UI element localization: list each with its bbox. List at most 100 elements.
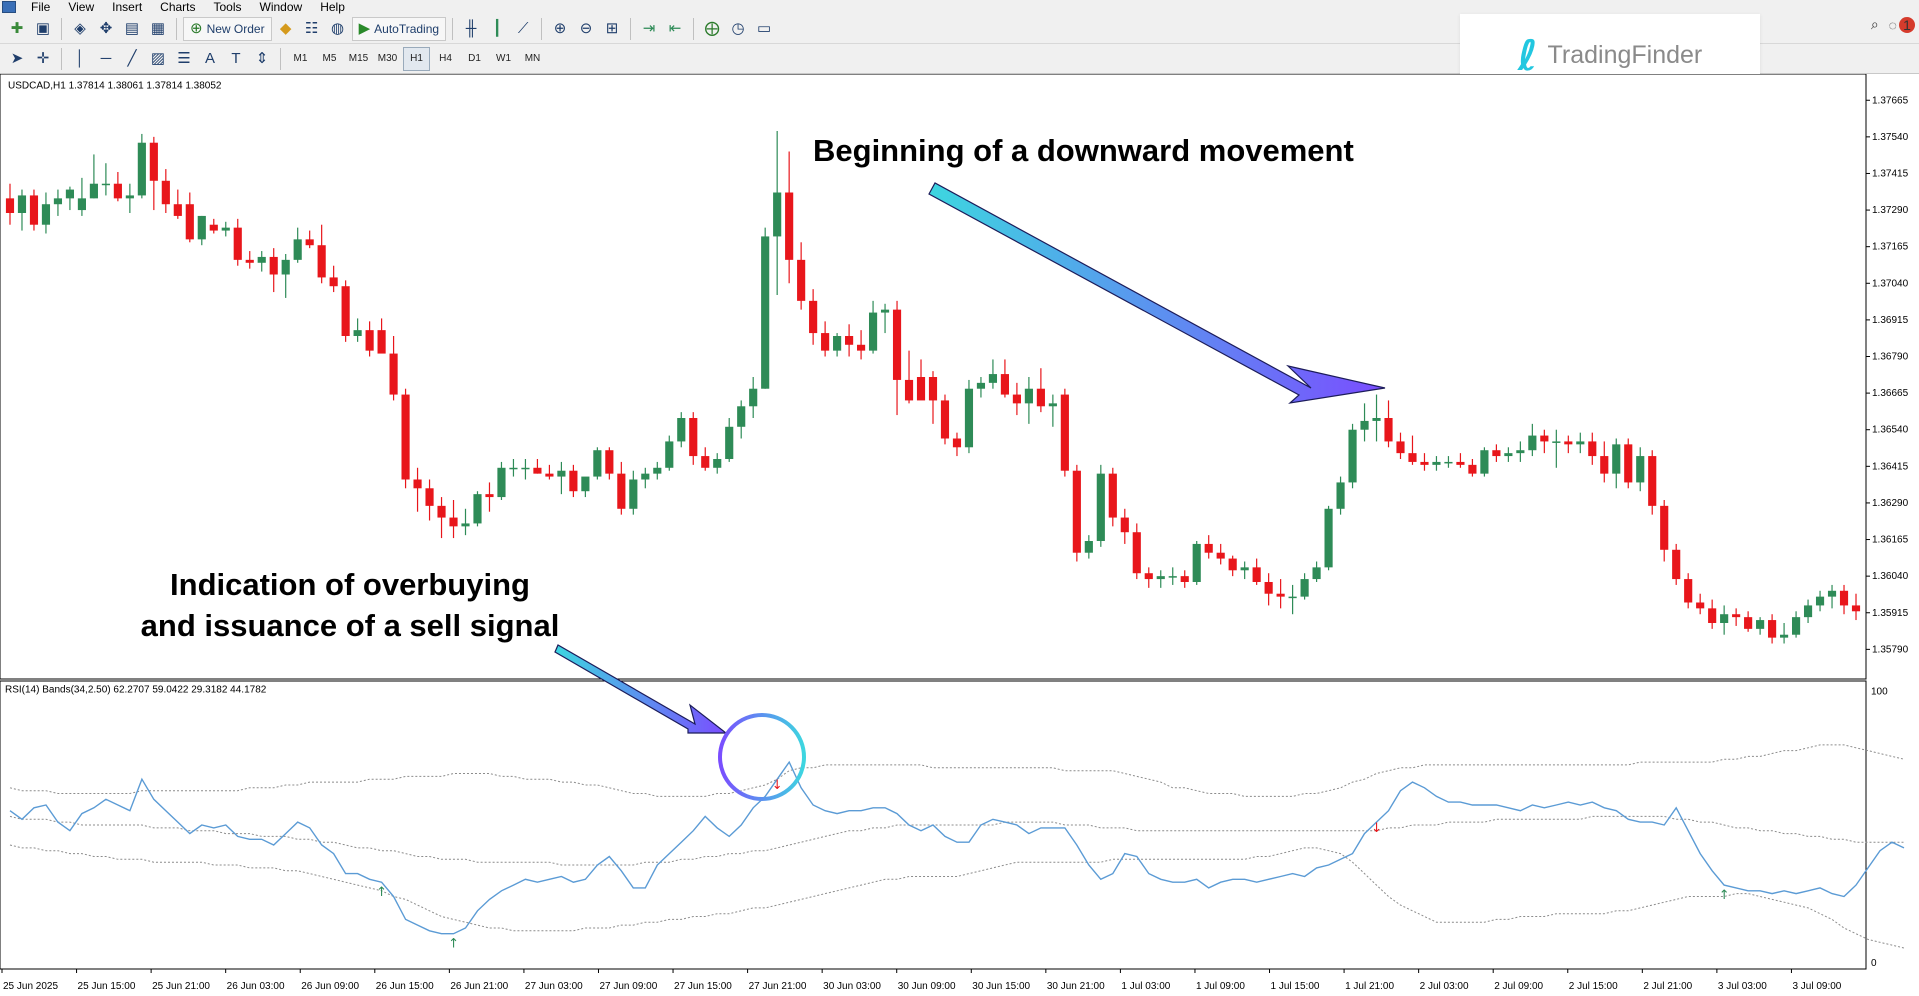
candle-body [1456,461,1465,465]
candle-body [65,189,75,199]
candle-body [461,523,470,527]
new-order-icon: ⊕ [190,19,203,37]
candle-body [1324,508,1333,568]
timeframe-m15[interactable]: M15 [348,53,369,64]
candle [1060,388,1069,477]
menu-window[interactable]: Window [259,0,303,14]
candle-body [1192,543,1201,582]
candle [1851,593,1861,621]
navigator-button[interactable]: ▤ [120,17,144,41]
cursor-icon: ➤ [10,49,24,67]
candle [5,183,15,225]
indicators-button[interactable]: ⨁ [700,17,724,41]
bar-chart-button[interactable]: ╫ [459,17,483,41]
trendline-button[interactable]: ╱ [120,47,144,71]
time-tick-label: 3 Jul 09:00 [1792,981,1841,992]
candle [1120,508,1129,544]
notifications-button[interactable]: ◌ 1 [1889,16,1915,33]
line-chart-button[interactable]: ⟋ [511,17,535,41]
cursor-button[interactable]: ➤ [5,47,29,71]
market-watch-button[interactable]: ◈ [68,17,92,41]
candle-body [221,227,230,231]
indicator-scale-bottom: 0 [1871,958,1877,969]
zoom-in-button[interactable]: ⊕ [548,17,572,41]
candle [257,251,266,272]
signals-button[interactable]: ☷ [300,17,324,41]
time-tick-label: 27 Jun 15:00 [674,981,732,992]
text-button[interactable]: A [198,47,222,71]
candle-body [209,224,218,231]
menu-tools[interactable]: Tools [213,0,242,14]
new-chart-button[interactable]: ✚ [5,17,29,41]
timeframe-m1[interactable]: M1 [293,53,308,64]
profiles-button[interactable]: ▣ [31,17,55,41]
autoscroll-button[interactable]: ⇥ [637,17,661,41]
candle-body [1048,403,1057,407]
menu-insert[interactable]: Insert [112,0,143,14]
candle-body [1312,567,1321,580]
candle-body [653,467,662,474]
chart-canvas[interactable]: 1.37665 1.37540 1.37415 1.37290 1.37165 1.370… [0,74,1919,996]
candle-body [1768,620,1777,638]
channel-button[interactable]: ▨ [146,47,170,71]
new-order-button[interactable]: ⊕ New Order [183,16,272,41]
fibonacci-icon: ☰ [177,49,191,67]
market-button[interactable]: ◍ [326,17,350,41]
new-order-label: New Order [206,21,265,36]
meta-editor-button[interactable]: ◆ [274,17,298,41]
candle [1720,605,1729,635]
crosshair-button[interactable]: ✛ [31,47,55,71]
candle [17,189,27,231]
time-tick-label: 30 Jun 03:00 [823,981,881,992]
time-tick-label: 27 Jun 21:00 [749,981,807,992]
timeframe-m30[interactable]: M30 [377,53,398,64]
menu-help[interactable]: Help [320,0,345,14]
candle-body [749,388,758,407]
chart-window[interactable]: 1.37665 1.37540 1.37415 1.37290 1.37165 1.370… [0,74,1919,996]
menu-file[interactable]: File [31,0,51,14]
time-tick-label: 30 Jun 15:00 [972,981,1030,992]
autotrading-button[interactable]: ▶ AutoTrading [351,16,447,41]
templates-button[interactable]: ▭ [752,17,776,41]
candle-body [916,377,926,401]
timeframe-h4[interactable]: H4 [439,53,452,64]
text-label-button[interactable]: T [224,47,248,71]
chart-shift-button[interactable]: ⇤ [663,17,687,41]
time-tick-label: 3 Jul 03:00 [1718,981,1767,992]
tile-windows-button[interactable]: ⊞ [600,17,624,41]
horizontal-line-button[interactable]: ─ [94,47,118,71]
candle [1072,464,1081,562]
timeframe-m5[interactable]: M5 [322,53,337,64]
data-window-button[interactable]: ✥ [94,17,118,41]
candle-body [1516,450,1525,454]
candle [317,224,326,284]
candle [1624,438,1633,489]
candle [1672,543,1681,585]
timeframe-d1[interactable]: D1 [468,53,481,64]
search-icon[interactable]: ⌕ [1870,16,1879,32]
timeframe-h1[interactable]: H1 [403,46,430,71]
menu-view[interactable]: View [68,0,95,14]
candle-body [557,470,566,477]
terminal-button[interactable]: ▦ [146,17,170,41]
arrows-button[interactable]: ⇕ [250,47,274,71]
timeframe-w1[interactable]: W1 [496,53,511,64]
candle-body [377,330,386,354]
vertical-line-button[interactable]: │ [68,47,92,71]
candle [1588,432,1597,465]
annotation-downward-movement: Beginning of a downward movement [813,133,1354,168]
menu-charts[interactable]: Charts [160,0,196,14]
tradingfinder-logo-text: TradingFinder [1547,40,1703,69]
time-tick-label: 2 Jul 03:00 [1420,981,1469,992]
candle-body [1552,441,1561,443]
candle [1168,567,1177,585]
candle-body [1660,505,1669,550]
candlestick-button[interactable]: ┃ [485,17,509,41]
timeframe-mn[interactable]: MN [524,53,541,64]
price-tick-label: 1.37290 [1872,205,1909,216]
zoom-out-button[interactable]: ⊖ [574,17,598,41]
fibonacci-button[interactable]: ☰ [172,47,196,71]
candle-body [665,441,674,468]
periods-button[interactable]: ◷ [726,17,750,41]
candle-body [1072,470,1081,553]
